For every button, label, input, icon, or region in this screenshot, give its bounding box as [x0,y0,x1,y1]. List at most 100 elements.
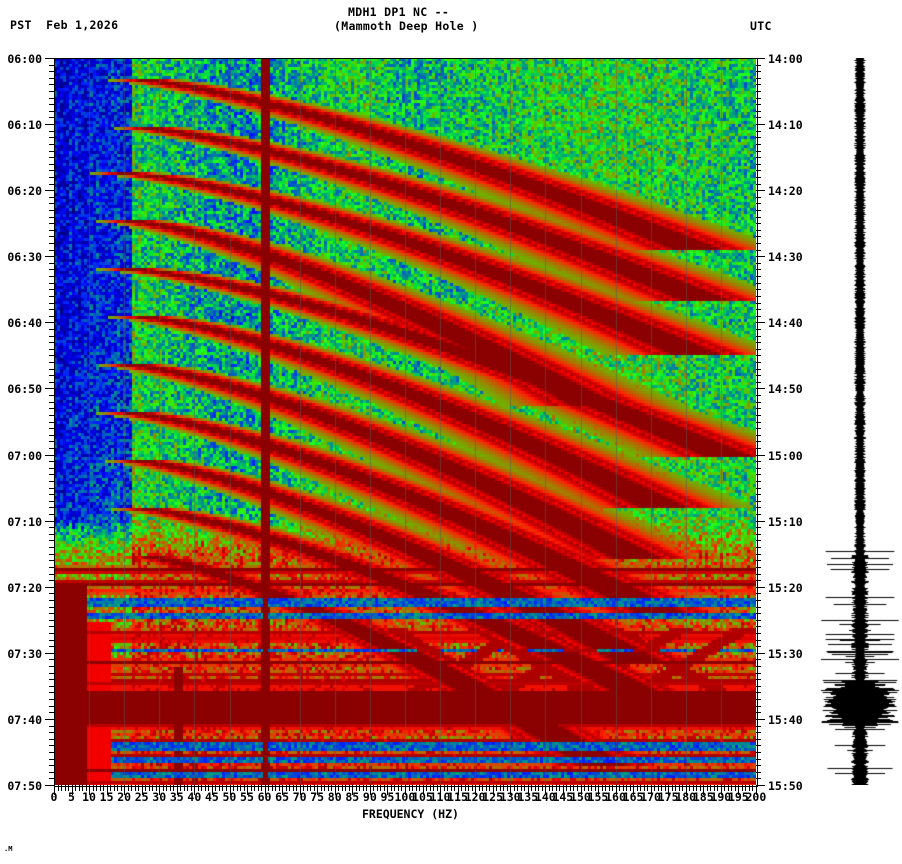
x-tick-minor [314,785,315,791]
x-tick-minor [398,785,399,791]
y-tick-minor-left [49,276,54,277]
y-tick-minor-left [49,514,54,515]
x-tick-label: 35 [169,790,184,804]
y-tick-minor-right [756,276,761,277]
y-tick-minor-right [756,759,761,760]
y-tick-minor-right [756,501,761,502]
x-tick-minor [566,785,567,791]
x-tick-minor [521,785,522,791]
seismogram-canvas [820,58,900,785]
y-tick-minor-right [756,402,761,403]
x-tick-major [194,785,195,795]
y-tick-label-left: 07:00 [7,449,42,463]
x-tick-minor [180,785,181,791]
x-tick-major [282,785,283,795]
y-tick-minor-left [49,269,54,270]
y-tick-minor-left [49,98,54,99]
x-tick-minor [366,785,367,791]
x-tick-minor [630,785,631,791]
y-tick-minor-left [49,626,54,627]
x-tick-minor [114,785,115,791]
x-tick-label: 75 [310,790,325,804]
x-tick-minor [345,785,346,791]
x-tick-minor [409,785,410,791]
y-tick-major-right [756,124,765,125]
y-tick-minor-left [49,488,54,489]
x-tick-major [545,785,546,795]
y-tick-minor-right [756,706,761,707]
x-tick-minor [205,785,206,791]
y-tick-major-left [45,587,54,588]
y-tick-minor-left [49,369,54,370]
y-tick-label-left: 06:00 [7,52,42,66]
x-tick-minor [268,785,269,791]
y-tick-minor-left [49,726,54,727]
y-tick-minor-left [49,507,54,508]
x-tick-major [651,785,652,795]
y-tick-minor-left [49,243,54,244]
y-tick-label-left: 06:10 [7,118,42,132]
x-tick-minor [461,785,462,791]
y-tick-minor-left [49,706,54,707]
y-tick-minor-right [756,111,761,112]
x-tick-minor [208,785,209,791]
y-tick-label-left: 06:50 [7,382,42,396]
y-tick-minor-right [756,745,761,746]
x-tick-minor [542,785,543,791]
x-tick-major [598,785,599,795]
y-tick-minor-left [49,184,54,185]
x-tick-label: 110 [429,790,451,804]
x-tick-minor [426,785,427,791]
y-tick-minor-left [49,560,54,561]
x-tick-minor [468,785,469,791]
y-tick-minor-right [756,355,761,356]
x-tick-minor [430,785,431,791]
y-tick-minor-right [756,263,761,264]
y-tick-minor-left [49,144,54,145]
y-tick-minor-right [756,732,761,733]
y-tick-minor-right [756,184,761,185]
y-tick-minor-right [756,481,761,482]
x-tick-label: 0 [50,790,58,804]
x-tick-major [581,785,582,795]
y-tick-minor-left [49,673,54,674]
x-tick-minor [749,785,750,791]
x-tick-label: 85 [345,790,360,804]
x-tick-minor [307,785,308,791]
x-tick-minor [679,785,680,791]
x-tick-minor [149,785,150,791]
x-tick-minor [286,785,287,791]
y-tick-minor-left [49,408,54,409]
x-tick-minor [100,785,101,791]
x-tick-minor [331,785,332,791]
y-tick-minor-right [756,65,761,66]
y-tick-minor-left [49,415,54,416]
x-tick-minor [279,785,280,791]
x-tick-minor [138,785,139,791]
y-tick-minor-right [756,567,761,568]
x-tick-minor [121,785,122,791]
x-tick-major [124,785,125,795]
y-tick-minor-right [756,534,761,535]
x-tick-minor [654,785,655,791]
x-tick-minor [588,785,589,791]
y-tick-minor-left [49,104,54,105]
x-tick-major [247,785,248,795]
x-tick-minor [661,785,662,791]
x-tick-minor [321,785,322,791]
y-tick-minor-left [49,441,54,442]
x-tick-minor [349,785,350,791]
x-tick-major [317,785,318,795]
x-tick-major [265,785,266,795]
y-tick-label-left: 06:20 [7,184,42,198]
y-tick-minor-left [49,395,54,396]
x-tick-major [616,785,617,795]
x-tick-label: 65 [275,790,289,804]
y-tick-label-right: 14:10 [768,118,803,132]
x-tick-minor [135,785,136,791]
y-tick-minor-right [756,560,761,561]
y-tick-minor-right [756,441,761,442]
y-tick-minor-left [49,236,54,237]
x-tick-minor [328,785,329,791]
spectrogram-plot[interactable] [54,58,756,785]
